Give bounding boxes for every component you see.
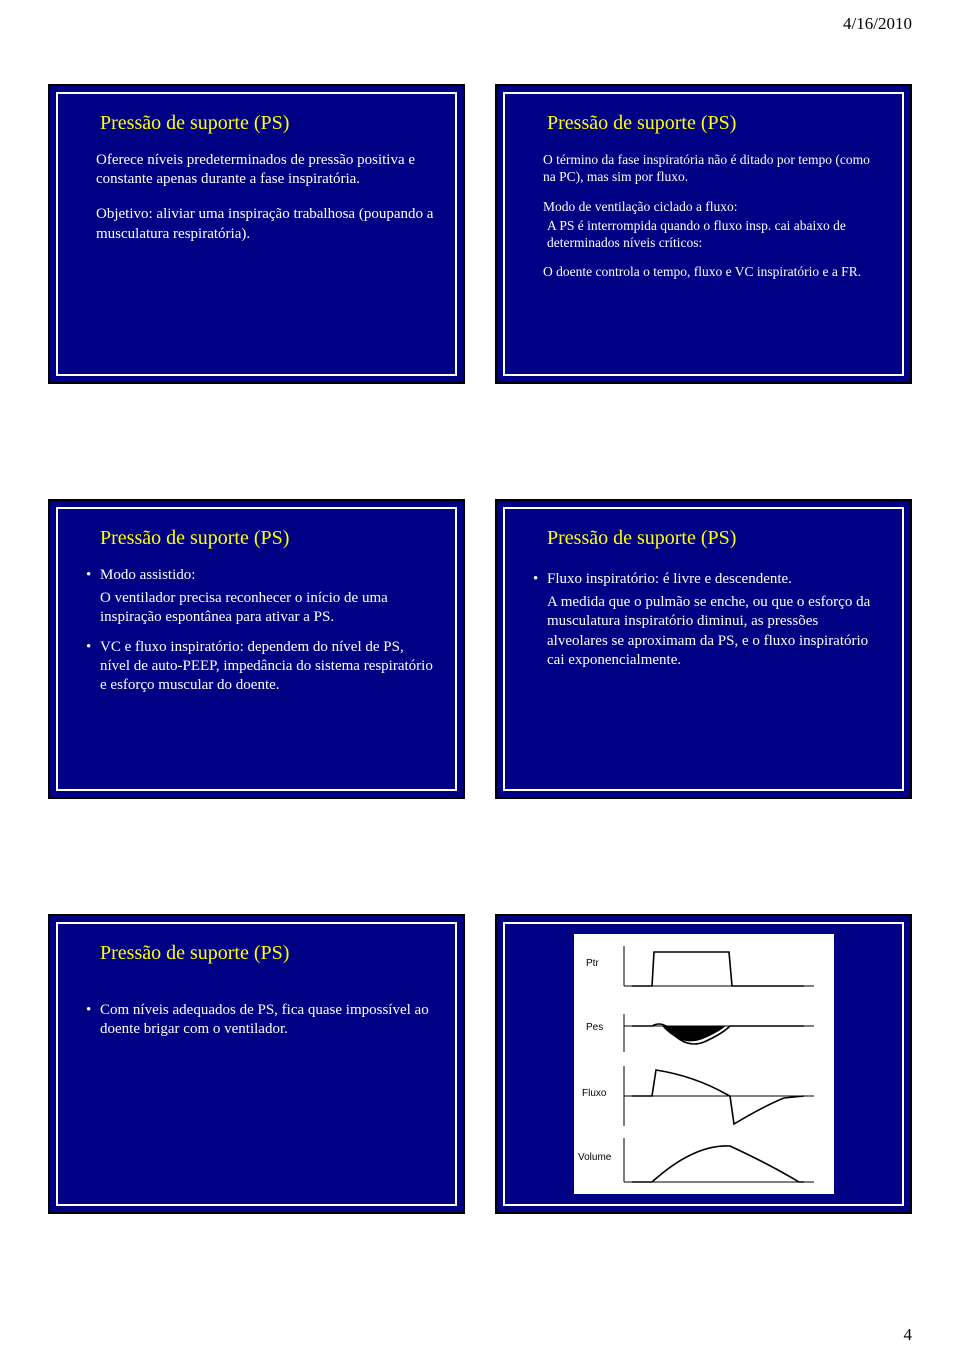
slide-5-b1-text: Com níveis adequados de PS, fica quase i… [100, 1001, 435, 1039]
bullet-icon: • [86, 1001, 100, 1039]
bullet-icon: • [533, 570, 547, 589]
slide-2-inner: Pressão de suporte (PS) O término da fas… [503, 92, 904, 376]
wave-label-volume: Volume [578, 1152, 612, 1163]
slide-5-inner: Pressão de suporte (PS) • Com níveis ade… [56, 922, 457, 1206]
slide-1: Pressão de suporte (PS) Oferece níveis p… [48, 84, 465, 384]
slide-5-bullet-1: • Com níveis adequados de PS, fica quase… [86, 1001, 435, 1039]
wave-label-ptr: Ptr [586, 958, 599, 969]
slide-2-p1: O término da fase inspiratória não é dit… [533, 151, 882, 186]
slide-4-title: Pressão de suporte (PS) [525, 527, 882, 550]
slide-5-body: • Com níveis adequados de PS, fica quase… [78, 1001, 435, 1039]
slide-4-b1-text: A medida que o pulmão se enche, ou que o… [533, 593, 882, 670]
slide-4: Pressão de suporte (PS) • Fluxo inspirat… [495, 499, 912, 799]
slide-3-title: Pressão de suporte (PS) [78, 527, 435, 550]
wave-pes-fill [662, 1026, 726, 1041]
slide-5-title: Pressão de suporte (PS) [78, 942, 435, 965]
slide-1-inner: Pressão de suporte (PS) Oferece níveis p… [56, 92, 457, 376]
wave-volume-path [632, 1146, 804, 1182]
slide-4-b1-label: Fluxo inspiratório: é livre e descendent… [547, 570, 882, 589]
bullet-icon: • [86, 638, 100, 696]
slide-3-inner: Pressão de suporte (PS) • Modo assistido… [56, 507, 457, 791]
slide-5: Pressão de suporte (PS) • Com níveis ade… [48, 914, 465, 1214]
slide-6-inner: Ptr Pes Fluxo Volume [503, 922, 904, 1206]
slide-1-title: Pressão de suporte (PS) [78, 112, 435, 135]
waveform-svg: Ptr Pes Fluxo Volume [574, 934, 834, 1194]
slide-3-bullet-1: • Modo assistido: [86, 566, 435, 585]
slide-3: Pressão de suporte (PS) • Modo assistido… [48, 499, 465, 799]
slide-6: Ptr Pes Fluxo Volume [495, 914, 912, 1214]
waveform-panel: Ptr Pes Fluxo Volume [574, 934, 834, 1194]
slides-grid: Pressão de suporte (PS) Oferece níveis p… [48, 84, 912, 1214]
wave-fluxo-path [632, 1070, 804, 1124]
wave-ptr-path [632, 952, 804, 986]
page-date: 4/16/2010 [843, 14, 912, 34]
slide-3-b1-label: Modo assistido: [100, 566, 435, 585]
slide-2-body: O término da fase inspiratória não é dit… [525, 151, 882, 281]
slide-4-bullet-1: • Fluxo inspiratório: é livre e descende… [533, 570, 882, 589]
bullet-icon: • [86, 566, 100, 585]
slide-1-body: Oferece níveis predeterminados de pressã… [78, 151, 435, 244]
slide-2-title: Pressão de suporte (PS) [525, 112, 882, 135]
slide-1-p1: Oferece níveis predeterminados de pressã… [86, 151, 435, 189]
slide-3-b1-text: O ventilador precisa reconhecer o início… [86, 589, 435, 627]
page-number: 4 [904, 1325, 913, 1345]
slide-2-p2a: Modo de ventilação ciclado a fluxo: [533, 198, 882, 215]
slide-2-p3: O doente controla o tempo, fluxo e VC in… [533, 263, 882, 280]
wave-label-fluxo: Fluxo [582, 1088, 607, 1099]
wave-label-pes: Pes [586, 1022, 603, 1033]
slide-4-body: • Fluxo inspiratório: é livre e descende… [525, 570, 882, 670]
slide-4-inner: Pressão de suporte (PS) • Fluxo inspirat… [503, 507, 904, 791]
slide-3-bullet-2: • VC e fluxo inspiratório: dependem do n… [86, 638, 435, 696]
slide-2-p2b: A PS é interrompida quando o fluxo insp.… [533, 217, 882, 252]
slide-1-p2: Objetivo: aliviar uma inspiração trabalh… [86, 205, 435, 243]
slide-2: Pressão de suporte (PS) O término da fas… [495, 84, 912, 384]
slide-3-body: • Modo assistido: O ventilador precisa r… [78, 566, 435, 695]
slide-3-b2-text: VC e fluxo inspiratório: dependem do nív… [100, 638, 435, 696]
